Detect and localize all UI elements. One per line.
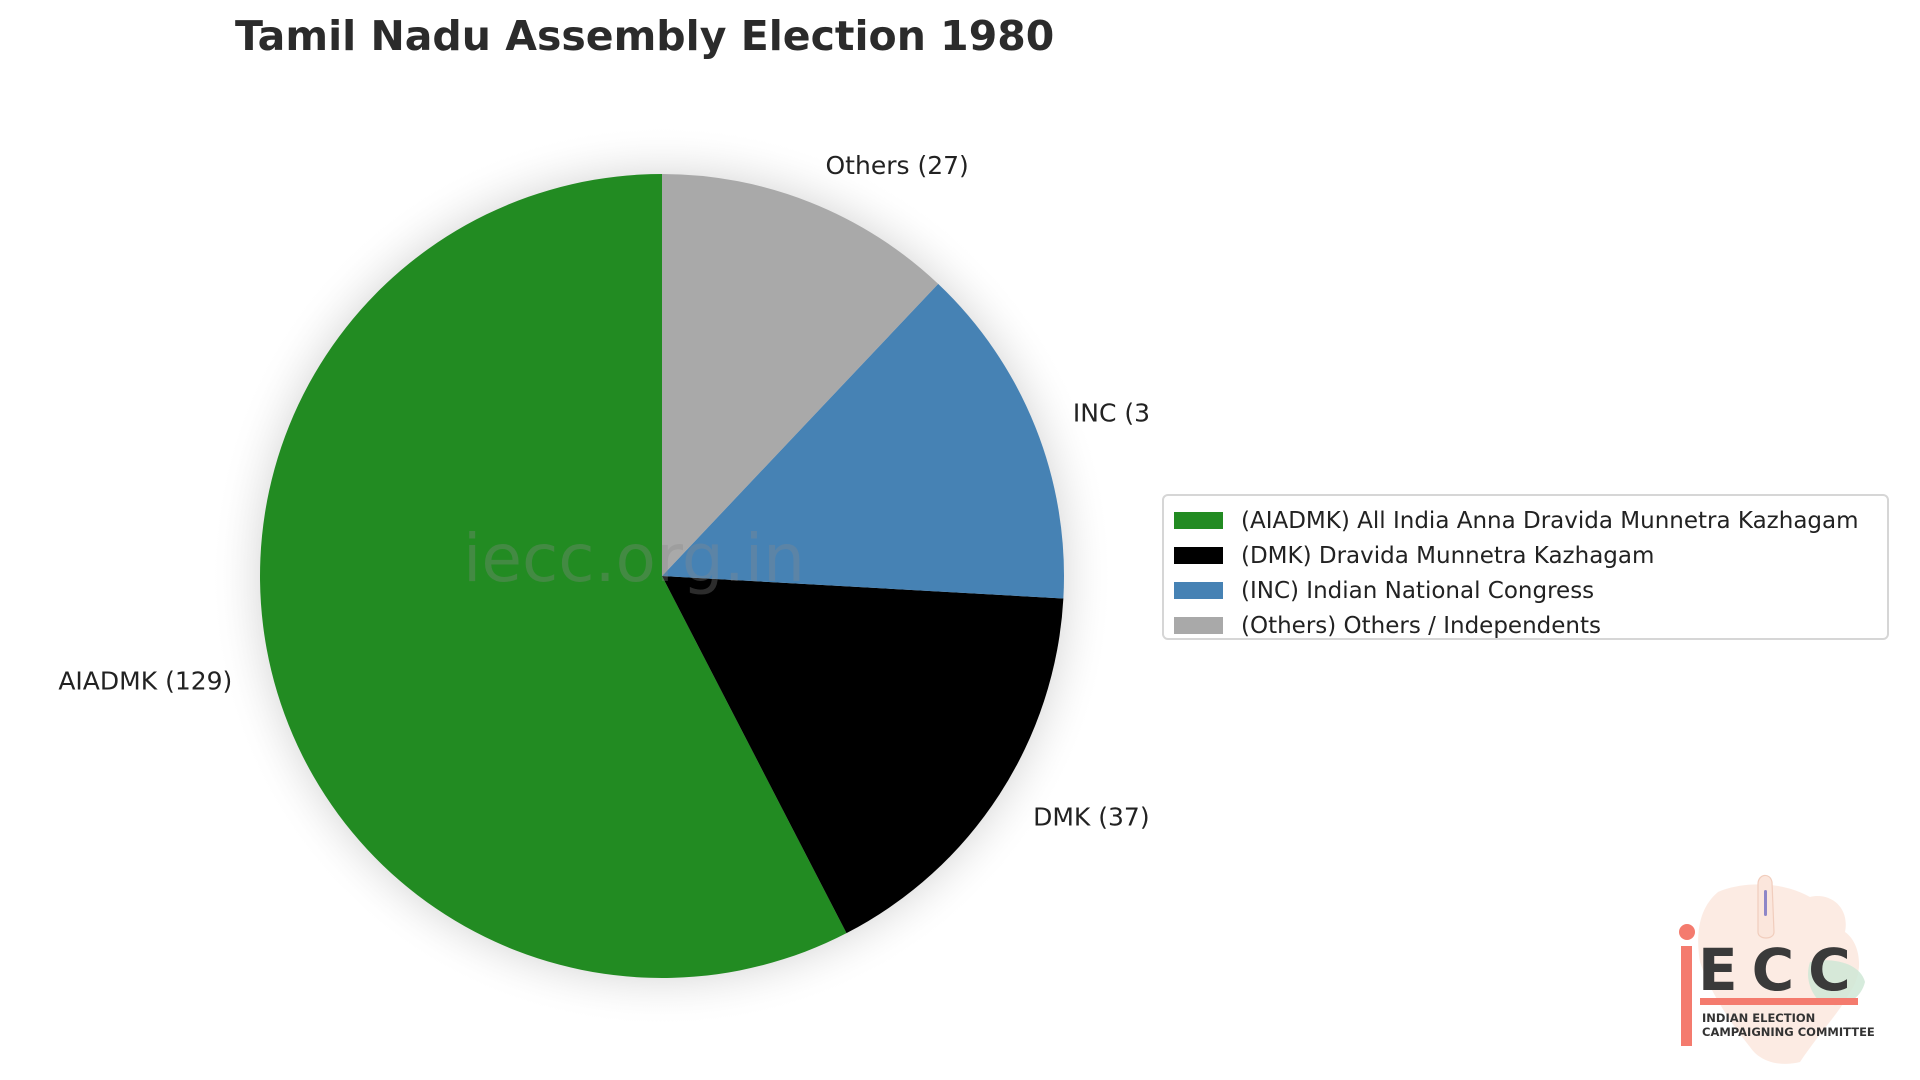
chart-title: Tamil Nadu Assembly Election 1980: [235, 12, 1055, 60]
legend-label-inc: (INC) Indian National Congress: [1241, 577, 1595, 604]
logo-i-dot: [1679, 924, 1695, 940]
ink-mark: [1764, 890, 1767, 916]
map-green-shape: [1808, 960, 1865, 1006]
pie-slice-dmk: [662, 576, 1064, 934]
slice-label-inc: INC (31): [1073, 399, 1150, 428]
watermark-text: iecc.org.in: [463, 520, 805, 597]
legend-label-dmk: (DMK) Dravida Munnetra Kazhagam: [1241, 542, 1655, 569]
logo-i-stem: [1681, 946, 1692, 1046]
pie-labels: AIADMK (129) DMK (37) INC (31) Others (27): [58, 151, 1150, 831]
pie-chart: AIADMK (129)DMK (37)INC (31)Others (27) …: [58, 124, 1150, 1028]
logo-letters: ECC: [1698, 936, 1865, 1004]
pie-slices: [260, 174, 1065, 978]
pie-slice-inc: [662, 283, 1065, 599]
legend-label-aiadmk: (AIADMK) All India Anna Dravida Munnetra…: [1241, 507, 1859, 534]
slice-label-aiadmk: AIADMK (129): [58, 666, 232, 695]
pie-slice-aiadmk: [260, 174, 847, 978]
india-map-shape: [1698, 884, 1860, 1064]
slice-label-dmk: DMK (37): [1033, 803, 1149, 832]
slice-label-others: Others (27): [826, 151, 969, 180]
logo-underline: [1700, 998, 1858, 1005]
legend-swatch-inc: [1174, 582, 1223, 599]
logo-line2: CAMPAIGNING COMMITTEE: [1702, 1025, 1875, 1039]
legend-item-dmk: (DMK) Dravida Munnetra Kazhagam: [1174, 538, 1877, 573]
legend-swatch-aiadmk: [1174, 512, 1223, 529]
legend-item-aiadmk: (AIADMK) All India Anna Dravida Munnetra…: [1174, 503, 1877, 538]
pie-slice-others: [662, 174, 939, 576]
legend-swatch-others: [1174, 617, 1223, 634]
legend: (AIADMK) All India Anna Dravida Munnetra…: [1162, 494, 1889, 640]
logo-line1: INDIAN ELECTION: [1702, 1011, 1815, 1025]
legend-item-others: (Others) Others / Independents: [1174, 608, 1877, 643]
legend-label-others: (Others) Others / Independents: [1241, 612, 1601, 639]
legend-item-inc: (INC) Indian National Congress: [1174, 573, 1877, 608]
legend-swatch-dmk: [1174, 547, 1223, 564]
iecc-logo: ECC INDIAN ELECTION CAMPAIGNING COMMITTE…: [1679, 874, 1875, 1064]
